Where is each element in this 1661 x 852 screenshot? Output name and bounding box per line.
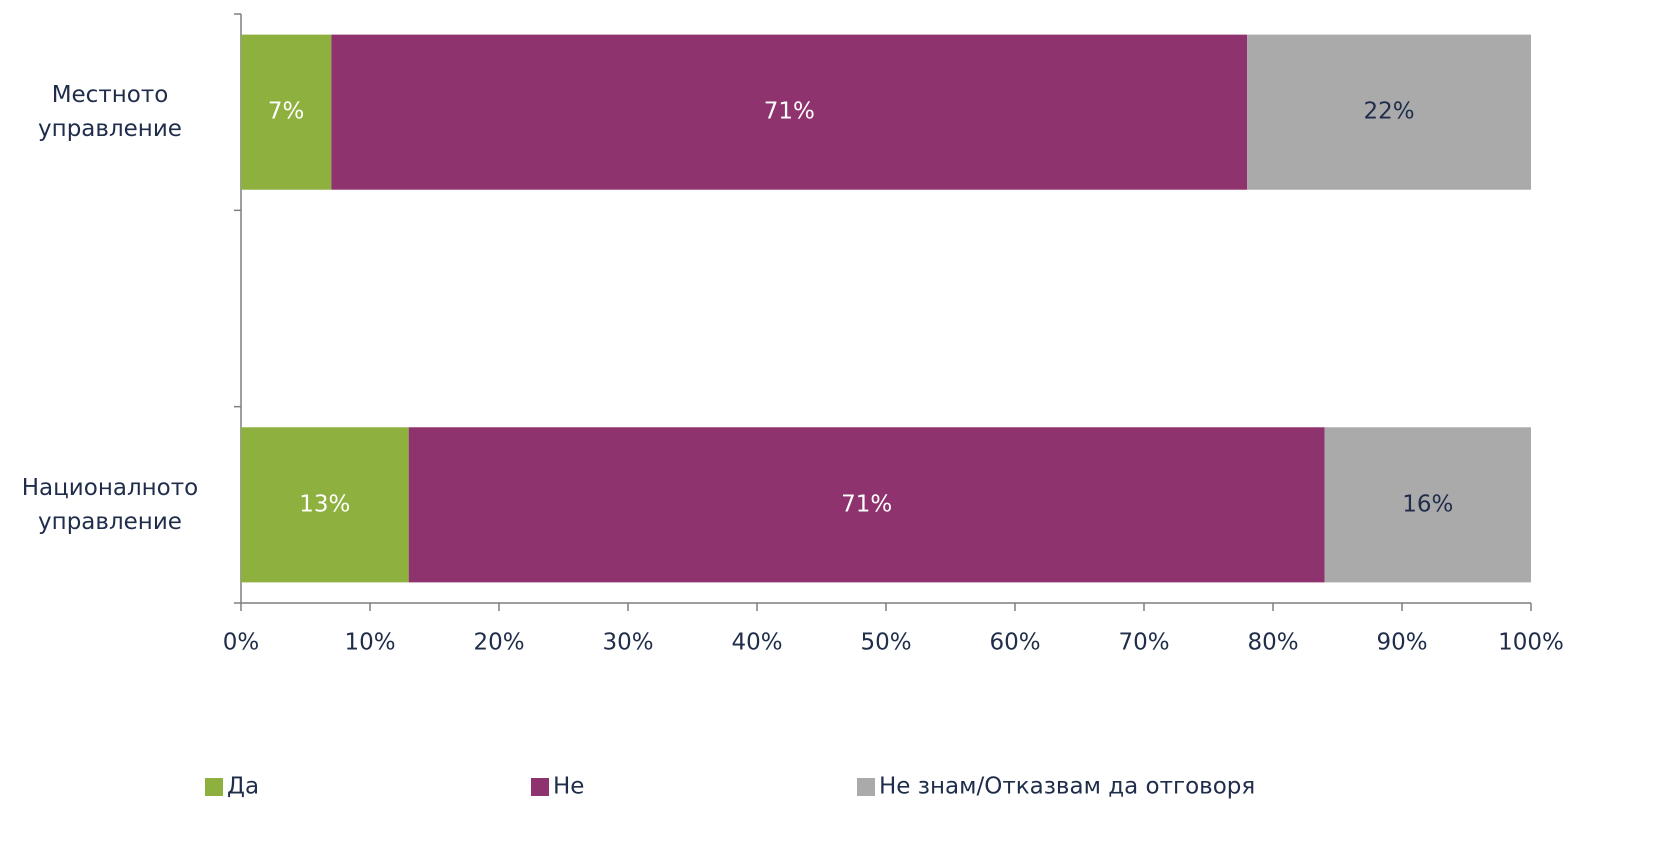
- data-label: 71%: [841, 491, 892, 517]
- legend-label: Да: [227, 774, 259, 800]
- data-label: 16%: [1402, 491, 1453, 517]
- x-tick-label: 60%: [989, 630, 1040, 656]
- bar-segment: [241, 34, 332, 190]
- data-label: 22%: [1364, 99, 1415, 125]
- data-label: 7%: [268, 99, 305, 125]
- x-tick-label: 10%: [344, 630, 395, 656]
- x-tick-label: 0%: [223, 630, 260, 656]
- bar-segment: [331, 34, 1248, 190]
- bar-segment: [1247, 34, 1531, 190]
- y-tick-label: Националното управление: [21, 474, 199, 535]
- bar-segment: [1324, 427, 1531, 583]
- legend-swatch: [857, 778, 875, 796]
- x-tick-label: 70%: [1118, 630, 1169, 656]
- legend-swatch: [205, 778, 223, 796]
- x-tick-label: 80%: [1247, 630, 1298, 656]
- legend-label: Не знам/Отказвам да отговоря: [879, 774, 1255, 800]
- x-tick-label: 30%: [602, 630, 653, 656]
- data-label: 71%: [764, 99, 815, 125]
- data-label: 13%: [299, 491, 350, 517]
- x-tick-label: 90%: [1376, 630, 1427, 656]
- x-tick-label: 100%: [1498, 630, 1564, 656]
- legend-swatch: [531, 778, 549, 796]
- bar-segment: [241, 427, 409, 583]
- bar-segment: [408, 427, 1325, 583]
- y-tick-label: Местното управление: [38, 82, 182, 143]
- legend-label: Не: [553, 774, 584, 800]
- x-tick-label: 50%: [860, 630, 911, 656]
- x-tick-label: 40%: [731, 630, 782, 656]
- x-tick-label: 20%: [473, 630, 524, 656]
